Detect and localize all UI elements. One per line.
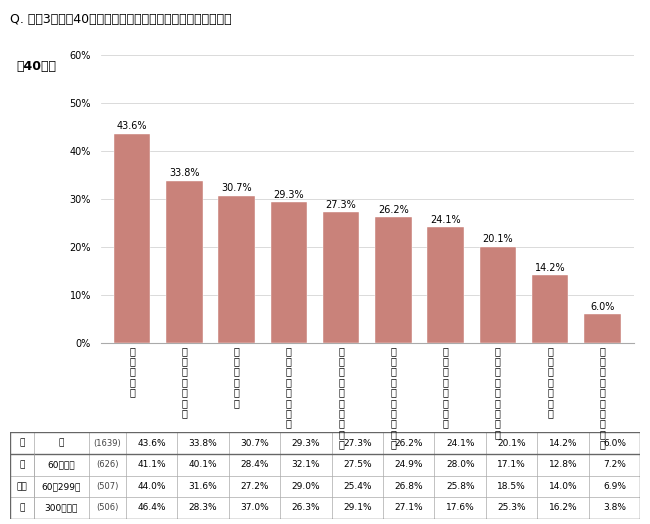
Text: 40.1%: 40.1% <box>188 460 217 469</box>
Bar <box>114 134 150 343</box>
Text: 32.1%: 32.1% <box>291 460 320 469</box>
Text: 全: 全 <box>19 439 25 447</box>
Text: 専
門
性
が
高
い: 専 門 性 が 高 い <box>234 346 240 408</box>
Text: 27.1%: 27.1% <box>395 504 423 512</box>
Text: 24.1%: 24.1% <box>430 215 461 225</box>
Text: 41.1%: 41.1% <box>137 460 166 469</box>
Text: 25.3%: 25.3% <box>497 504 526 512</box>
Text: 数業: 数業 <box>16 482 27 491</box>
Text: 幅
広
い
人
脈
対
人
関
係: 幅 広 い 人 脈 対 人 関 係 <box>495 346 501 439</box>
Text: 44.0%: 44.0% <box>137 482 166 491</box>
Text: 豊
富
な
経
験: 豊 富 な 経 験 <box>129 346 135 397</box>
Text: 給
与
を
安
く
抑
え
ら
れ
る: 給 与 を 安 く 抑 え ら れ る <box>599 346 605 450</box>
Text: 12.8%: 12.8% <box>549 460 577 469</box>
Bar <box>166 181 203 343</box>
Bar <box>375 217 411 343</box>
Bar <box>532 275 569 343</box>
Bar <box>584 314 621 343</box>
Text: 29.3%: 29.3% <box>291 439 320 447</box>
Text: 37.0%: 37.0% <box>240 504 268 512</box>
Text: モ
ラ
ル
や
責
任
感
が
高
い: モ ラ ル や 責 任 感 が 高 い <box>338 346 344 450</box>
Text: 29.0%: 29.0% <box>291 482 320 491</box>
Text: 20.1%: 20.1% <box>482 234 514 244</box>
Bar <box>480 247 516 343</box>
Text: 31.6%: 31.6% <box>188 482 217 491</box>
Text: 若
手
社
員
の
指
導: 若 手 社 員 の 指 導 <box>547 346 553 418</box>
Bar <box>323 212 359 343</box>
Text: 27.3%: 27.3% <box>343 439 372 447</box>
Bar <box>218 196 255 343</box>
Text: 27.5%: 27.5% <box>343 460 372 469</box>
Text: 28.4%: 28.4% <box>240 460 268 469</box>
Text: 33.8%: 33.8% <box>188 439 217 447</box>
Text: 30.7%: 30.7% <box>221 183 252 193</box>
Text: 43.6%: 43.6% <box>117 122 148 132</box>
Text: 28.0%: 28.0% <box>446 460 474 469</box>
Text: 6.0%: 6.0% <box>603 439 626 447</box>
Text: 26.3%: 26.3% <box>291 504 320 512</box>
Text: 6.9%: 6.9% <box>603 482 626 491</box>
Text: 60〜299人: 60〜299人 <box>42 482 81 491</box>
Bar <box>427 227 464 343</box>
Text: 24.1%: 24.1% <box>446 439 474 447</box>
Text: 25.8%: 25.8% <box>446 482 474 491</box>
Text: 体: 体 <box>58 439 64 447</box>
Text: 30.7%: 30.7% <box>240 439 268 447</box>
Text: (507): (507) <box>96 482 119 491</box>
Text: 7.2%: 7.2% <box>603 460 626 469</box>
Text: 18.5%: 18.5% <box>497 482 526 491</box>
Text: 29.1%: 29.1% <box>343 504 372 512</box>
Text: 24.9%: 24.9% <box>395 460 423 469</box>
Text: 17.6%: 17.6% <box>446 504 474 512</box>
Text: 60人未満: 60人未満 <box>47 460 75 469</box>
Text: (506): (506) <box>96 504 119 512</box>
Text: Q. 直近3年間に40代以上の世代を採用した理由（複数回答）: Q. 直近3年間に40代以上の世代を採用した理由（複数回答） <box>10 13 231 26</box>
Text: 26.2%: 26.2% <box>378 205 409 215</box>
Text: 28.3%: 28.3% <box>188 504 217 512</box>
Text: 27.3%: 27.3% <box>326 200 356 210</box>
Text: (1639): (1639) <box>94 439 122 447</box>
Text: 26.2%: 26.2% <box>395 439 423 447</box>
Text: 様
々
な
環
境
に
適
応
で
き: 様 々 な 環 境 に 適 応 で き <box>391 346 396 450</box>
Text: 29.3%: 29.3% <box>274 190 304 200</box>
Text: 従: 従 <box>19 460 25 469</box>
Text: 17.1%: 17.1% <box>497 460 526 469</box>
Text: 43.6%: 43.6% <box>137 439 166 447</box>
Text: 16.2%: 16.2% <box>549 504 577 512</box>
Text: 20.1%: 20.1% <box>497 439 526 447</box>
Text: 3.8%: 3.8% <box>603 504 626 512</box>
Text: 若
い
人
が
採
れ
な
い: 若 い 人 が 採 れ な い <box>443 346 448 429</box>
Text: 33.8%: 33.8% <box>169 168 200 179</box>
Text: 300人以上: 300人以上 <box>45 504 78 512</box>
Text: 14.2%: 14.2% <box>549 439 577 447</box>
Text: 46.4%: 46.4% <box>137 504 166 512</box>
Text: 定
着
が
期
待
で
き
る: 定 着 が 期 待 で き る <box>286 346 292 429</box>
Text: 員: 員 <box>19 504 25 512</box>
Text: 14.0%: 14.0% <box>549 482 577 491</box>
Text: 年
齢
は
関
係
な
い: 年 齢 は 関 係 な い <box>181 346 187 418</box>
Text: 6.0%: 6.0% <box>590 302 615 312</box>
Text: 14.2%: 14.2% <box>535 263 566 272</box>
Bar <box>270 202 307 343</box>
Text: 25.4%: 25.4% <box>343 482 372 491</box>
Text: 27.2%: 27.2% <box>240 482 268 491</box>
Text: 【40代】: 【40代】 <box>16 60 57 73</box>
Text: (626): (626) <box>96 460 119 469</box>
Text: 26.8%: 26.8% <box>395 482 423 491</box>
